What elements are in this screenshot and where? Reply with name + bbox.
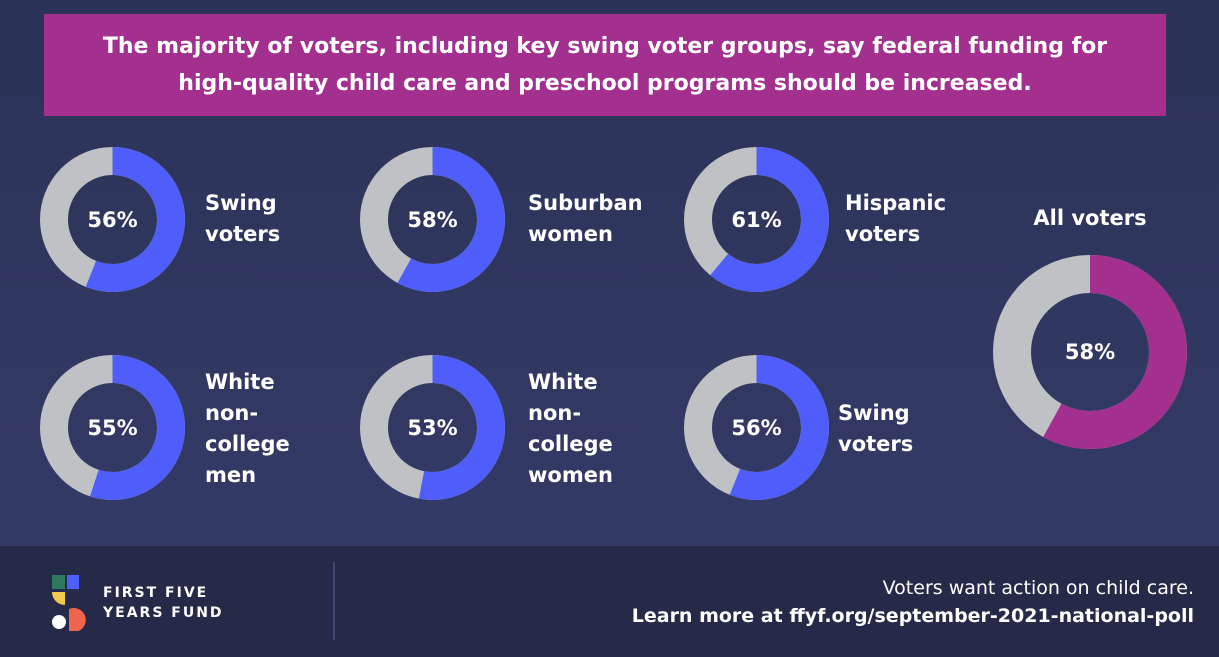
donut-value-arc: [684, 147, 829, 292]
donut-value-arc: [360, 147, 505, 292]
footer: [0, 546, 1219, 657]
headline-banner: The majority of voters, including key sw…: [44, 14, 1166, 116]
donut-value-label: 61%: [731, 207, 782, 232]
donut-svg: [684, 147, 829, 292]
donut-value-label: 58%: [407, 207, 458, 232]
cta-link[interactable]: Learn more at ffyf.org/september-2021-na…: [631, 605, 1194, 627]
group-label-suburban-women: Suburban women: [528, 191, 643, 246]
donut-value-arc: [993, 255, 1187, 449]
donut-svg: [40, 355, 185, 500]
donut-svg: [360, 355, 505, 500]
donut-white-noncollege-men: 55%: [40, 355, 185, 500]
donut-svg: [360, 147, 505, 292]
donut-svg: [40, 147, 185, 292]
group-label-hispanic-voters: Hispanic voters: [845, 191, 947, 246]
donut-value-arc: [40, 147, 185, 292]
donut-white-noncollege-women: 53%: [360, 355, 505, 500]
donut-all-voters: 58%: [993, 255, 1187, 449]
donut-hispanic-voters: 61%: [684, 147, 829, 292]
group-label-white-noncollege-men: White non- college men: [205, 370, 290, 487]
group-label-swing-voters-2: Swing voters: [838, 401, 914, 456]
all-voters-title: All voters: [1033, 206, 1147, 230]
brand-line-1: FIRST FIVE: [103, 585, 209, 601]
main-panel: The majority of voters, including key sw…: [0, 0, 1219, 546]
donut-value-arc: [684, 355, 829, 500]
donut-value-arc: [360, 355, 505, 500]
cta-line-1: Voters want action on child care.: [882, 577, 1194, 599]
donut-value-arc: [40, 355, 185, 500]
call-to-action: Voters want action on child care. Learn …: [632, 574, 1194, 630]
donut-swing-voters-2: 56%: [684, 355, 829, 500]
footer-divider: [333, 562, 335, 640]
headline-line-2: high-quality child care and preschool pr…: [178, 71, 1032, 96]
group-label-swing-voters-1: Swing voters: [205, 191, 281, 246]
donut-value-label: 55%: [87, 415, 138, 440]
headline: The majority of voters, including key sw…: [93, 28, 1117, 102]
donut-value-label: 56%: [731, 415, 782, 440]
donut-value-label: 53%: [407, 415, 458, 440]
donut-swing-voters-1: 56%: [40, 147, 185, 292]
headline-line-1: The majority of voters, including key sw…: [102, 34, 1108, 59]
donut-value-label: 58%: [1064, 340, 1116, 364]
brand-line-2: YEARS FUND: [103, 605, 224, 621]
brand-name: FIRST FIVE YEARS FUND: [103, 583, 224, 623]
donut-value-label: 56%: [87, 207, 138, 232]
donut-suburban-women: 58%: [360, 147, 505, 292]
first-five-years-fund-logo: [52, 575, 86, 631]
donut-svg: [684, 355, 829, 500]
group-label-white-noncollege-women: White non- college women: [528, 370, 613, 487]
donut-svg: [993, 255, 1187, 449]
